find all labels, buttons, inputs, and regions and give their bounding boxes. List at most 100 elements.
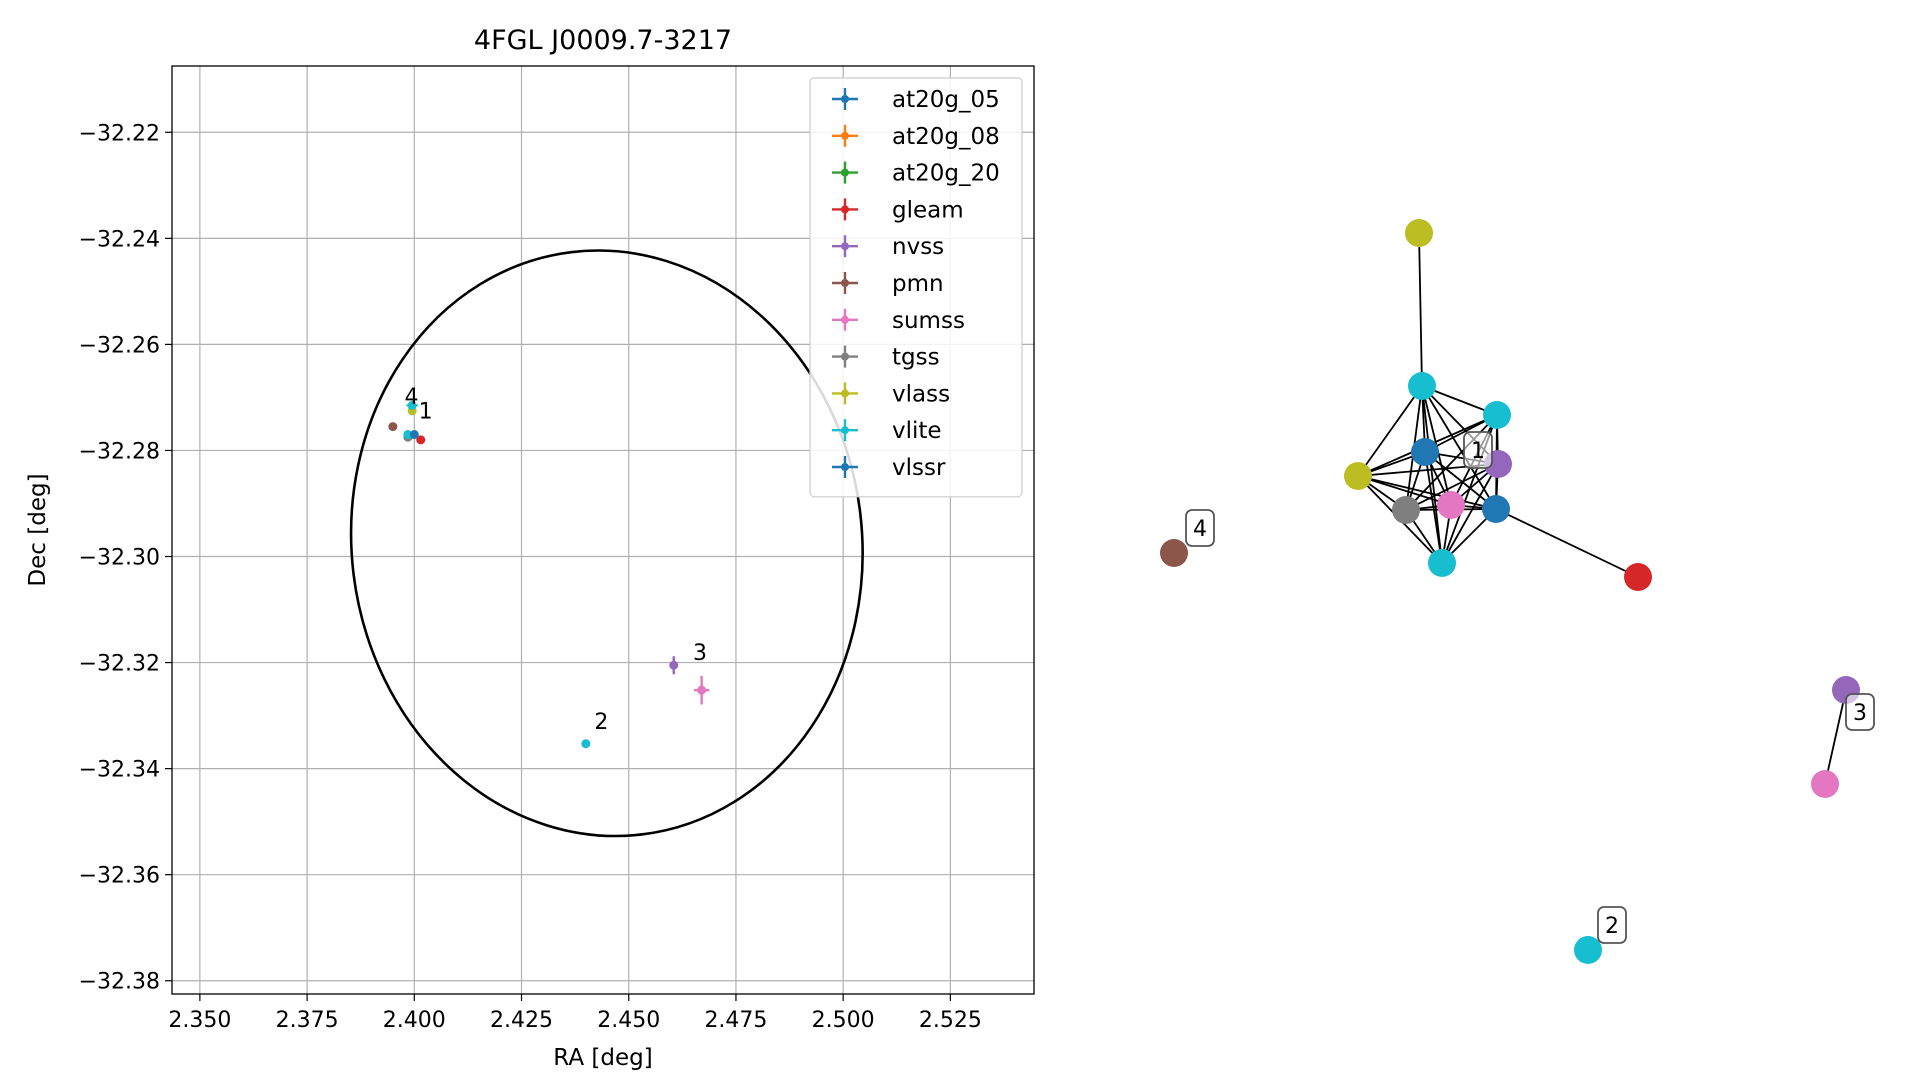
chart-title: 4FGL J0009.7-3217 bbox=[474, 25, 732, 56]
network-edge bbox=[1357, 385, 1423, 477]
y-axis-ticks: −32.22 −32.24 −32.26 −32.28 −32.30 −32.32 −32.… bbox=[79, 121, 172, 995]
network-node-labels: 1 4 3 2 bbox=[1185, 431, 1875, 944]
data-point-sumss bbox=[693, 675, 710, 705]
network-edge bbox=[1405, 414, 1498, 511]
network-edge bbox=[1405, 463, 1499, 511]
legend-entry-tgss: tgss bbox=[832, 345, 940, 371]
legend-label: vlssr bbox=[892, 455, 946, 481]
legend-entry-pmn: pmn bbox=[832, 271, 944, 297]
point-label: 1 bbox=[419, 400, 433, 425]
y-tick-label: −32.22 bbox=[79, 121, 160, 146]
y-tick-label: −32.34 bbox=[79, 758, 160, 783]
y-tick-label: −32.28 bbox=[79, 439, 160, 464]
sky-position-plot: 2.350 2.375 2.400 2.425 2.450 2.475 2.500 2.525… bbox=[25, 25, 1035, 1071]
network-node bbox=[1411, 438, 1439, 466]
network-edge bbox=[1824, 689, 1847, 785]
point-marker bbox=[403, 430, 413, 440]
network-nodes bbox=[1160, 219, 1860, 964]
network-label-1: 1 bbox=[1463, 431, 1493, 469]
network-label-box bbox=[1597, 906, 1627, 944]
x-tick-label: 2.450 bbox=[597, 1008, 660, 1033]
localization-ellipse-layer bbox=[349, 249, 864, 838]
network-edge bbox=[1357, 475, 1497, 510]
network-node bbox=[1160, 539, 1188, 567]
legend-marker bbox=[841, 279, 849, 287]
source-points bbox=[388, 400, 710, 749]
network-label-text: 2 bbox=[1605, 914, 1619, 939]
legend-label: gleam bbox=[892, 197, 964, 223]
point-label: 3 bbox=[693, 641, 707, 666]
x-tick-label: 2.350 bbox=[168, 1008, 231, 1033]
point-marker bbox=[697, 685, 707, 695]
data-point-pmn bbox=[388, 422, 398, 432]
network-node bbox=[1574, 936, 1602, 964]
legend-label: vlass bbox=[892, 381, 950, 407]
data-point-vlite bbox=[403, 430, 413, 440]
legend-entry-nvss: nvss bbox=[832, 234, 944, 260]
y-tick-label: −32.36 bbox=[79, 864, 160, 889]
network-label-text: 1 bbox=[1471, 439, 1485, 464]
network-label-4: 4 bbox=[1185, 509, 1215, 547]
point-marker bbox=[409, 430, 419, 440]
legend-marker bbox=[841, 352, 849, 361]
network-edge bbox=[1421, 385, 1443, 564]
legend-label: pmn bbox=[892, 271, 944, 297]
legend-entry-vlite: vlite bbox=[832, 418, 942, 444]
legend-entry-gleam: gleam bbox=[832, 197, 964, 223]
network-node bbox=[1392, 496, 1420, 524]
legend-label: at20g_05 bbox=[892, 87, 1000, 113]
data-point-vlssr bbox=[409, 430, 419, 440]
y-tick-label: −32.38 bbox=[79, 970, 160, 995]
legend-marker bbox=[841, 242, 849, 251]
x-tick-label: 2.425 bbox=[490, 1008, 553, 1033]
y-axis-label: Dec [deg] bbox=[25, 473, 51, 586]
legend-label: nvss bbox=[892, 234, 944, 260]
network-label-2: 2 bbox=[1597, 906, 1627, 944]
legend-entry-vlass: vlass bbox=[832, 381, 950, 407]
x-axis-label: RA [deg] bbox=[553, 1045, 652, 1071]
legend-marker bbox=[841, 95, 849, 103]
y-tick-label: −32.32 bbox=[79, 652, 160, 677]
legend-entry-at20g_08: at20g_08 bbox=[832, 124, 1000, 150]
association-network-graph: 1 4 3 2 bbox=[1160, 219, 1875, 964]
network-node bbox=[1405, 219, 1433, 247]
network-edge bbox=[1357, 475, 1452, 506]
point-marker bbox=[669, 660, 679, 670]
network-node bbox=[1437, 491, 1465, 519]
x-tick-label: 2.475 bbox=[704, 1008, 767, 1033]
point-marker bbox=[388, 422, 398, 432]
legend-marker bbox=[841, 463, 849, 471]
x-axis-ticks: 2.350 2.375 2.400 2.425 2.450 2.475 2.500 2.525 bbox=[168, 994, 982, 1033]
network-label-text: 3 bbox=[1853, 701, 1867, 726]
network-node bbox=[1408, 372, 1436, 400]
legend-label: at20g_08 bbox=[892, 124, 1000, 150]
x-tick-label: 2.500 bbox=[812, 1008, 875, 1033]
network-edge bbox=[1418, 232, 1423, 387]
legend-marker bbox=[841, 389, 849, 398]
y-tick-label: −32.30 bbox=[79, 546, 160, 571]
network-node bbox=[1428, 549, 1456, 577]
point-label: 4 bbox=[404, 385, 418, 410]
point-marker bbox=[581, 739, 591, 749]
legend-marker bbox=[841, 426, 849, 435]
y-tick-label: −32.24 bbox=[79, 227, 160, 252]
network-label-text: 4 bbox=[1193, 517, 1207, 542]
x-tick-label: 2.400 bbox=[383, 1008, 446, 1033]
network-label-box bbox=[1185, 509, 1215, 547]
network-node bbox=[1811, 770, 1839, 798]
data-point-gleam bbox=[416, 435, 426, 445]
legend-label: at20g_20 bbox=[892, 161, 1000, 187]
point-marker bbox=[407, 400, 417, 410]
legend-entry-at20g_20: at20g_20 bbox=[832, 161, 1000, 187]
network-node bbox=[1344, 462, 1372, 490]
network-edge bbox=[1495, 508, 1639, 578]
point-labels: 41 2 3 bbox=[404, 385, 707, 735]
legend-entry-at20g_05: at20g_05 bbox=[832, 87, 1000, 113]
point-marker bbox=[416, 435, 426, 445]
network-label-3: 3 bbox=[1845, 693, 1875, 731]
network-label-box bbox=[1463, 431, 1493, 469]
legend-marker bbox=[841, 131, 849, 140]
network-node bbox=[1624, 563, 1652, 591]
network-edge bbox=[1441, 463, 1499, 564]
